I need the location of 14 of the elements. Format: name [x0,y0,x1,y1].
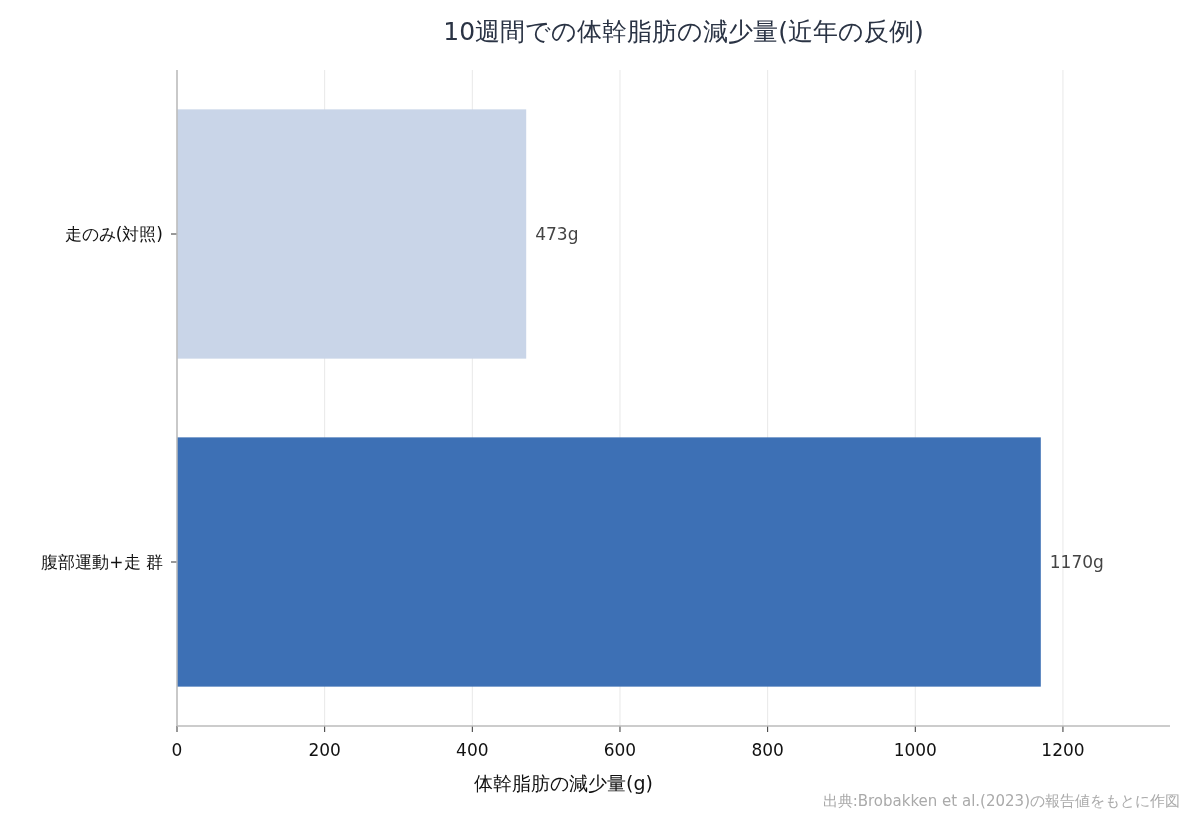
x-tick-label: 600 [603,740,637,760]
x-tick-label: 200 [308,740,341,760]
y-tick-label: 走のみ(対照) [64,224,163,244]
x-tick-label: 400 [456,740,489,760]
data-label: 473g [535,224,579,244]
chart-title: 10週間での体幹脂肪の減少量(近年の反例) [443,17,924,46]
data-label: 1170g [1049,552,1104,572]
y-tick-label: 腹部運動+走 群 [41,552,163,572]
x-axis-title: 体幹脂肪の減少量(g) [474,772,653,794]
x-tick-label: 0 [171,740,183,760]
x-tick-label: 1000 [893,740,937,760]
x-tick-label: 1200 [1041,740,1085,760]
source-note: 出典:Brobakken et al.(2023)の報告値をもとに作図 [822,792,1180,810]
x-tick-label: 800 [751,740,784,760]
